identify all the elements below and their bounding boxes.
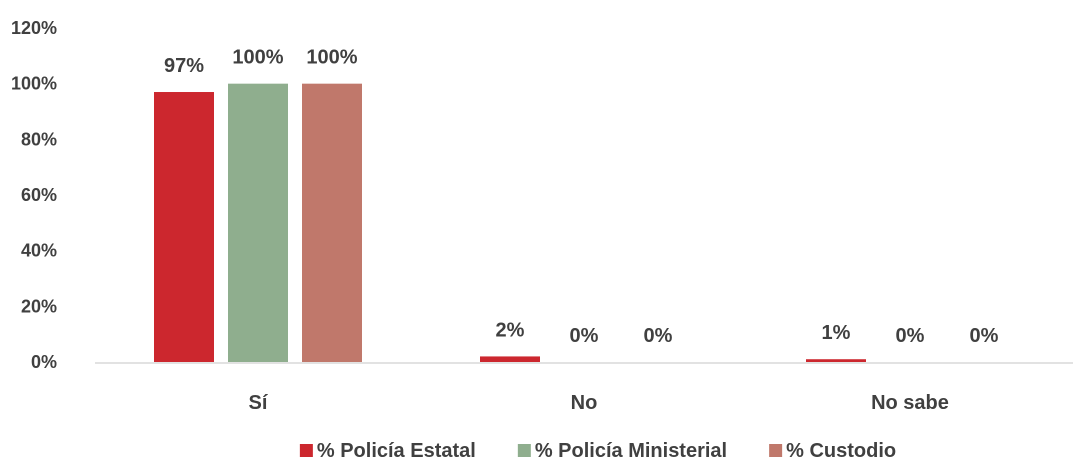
bar [302, 83, 362, 363]
category-label: No [571, 392, 598, 414]
data-label: 0% [644, 325, 673, 347]
y-tick-label: 60% [21, 185, 57, 205]
category-label: No sabe [871, 392, 949, 414]
legend-swatch [769, 444, 783, 457]
data-label: 1% [822, 322, 851, 344]
legend-item: % Custodio [769, 440, 896, 462]
legend-item: % Policía Estatal [299, 440, 476, 462]
category-label: Sí [249, 392, 269, 414]
legend-label: % Policía Estatal [317, 440, 476, 462]
category-labels: Sí No No sabe [249, 392, 949, 414]
bar [154, 92, 214, 363]
legend-item: % Policía Ministerial [517, 440, 727, 462]
data-label: 0% [570, 325, 599, 347]
data-label: 2% [496, 319, 525, 341]
bar [480, 356, 540, 362]
bar [806, 359, 866, 362]
data-label: 100% [306, 47, 357, 69]
y-tick-label: 120% [11, 18, 57, 38]
legend-swatch [517, 444, 531, 457]
bars [154, 83, 866, 363]
bar [228, 83, 288, 363]
legend-label: % Custodio [786, 440, 896, 462]
data-labels: 97% 100% 100% 2% 0% 0% 1% 0% 0% [164, 47, 999, 347]
data-label: 100% [232, 47, 283, 69]
data-label: 0% [970, 325, 999, 347]
y-tick-label: 20% [21, 296, 57, 316]
y-tick-label: 0% [31, 352, 57, 372]
data-label: 0% [896, 325, 925, 347]
y-tick-label: 40% [21, 241, 57, 261]
legend-label: % Policía Ministerial [535, 440, 727, 462]
data-label: 97% [164, 55, 204, 77]
y-tick-label: 80% [21, 129, 57, 149]
legend: % Policía Estatal % Policía Ministerial % … [299, 440, 896, 462]
y-tick-label: 100% [11, 74, 57, 94]
y-axis: 0% 20% 40% 60% 80% 100% 120% [11, 18, 57, 372]
legend-swatch [299, 444, 313, 457]
